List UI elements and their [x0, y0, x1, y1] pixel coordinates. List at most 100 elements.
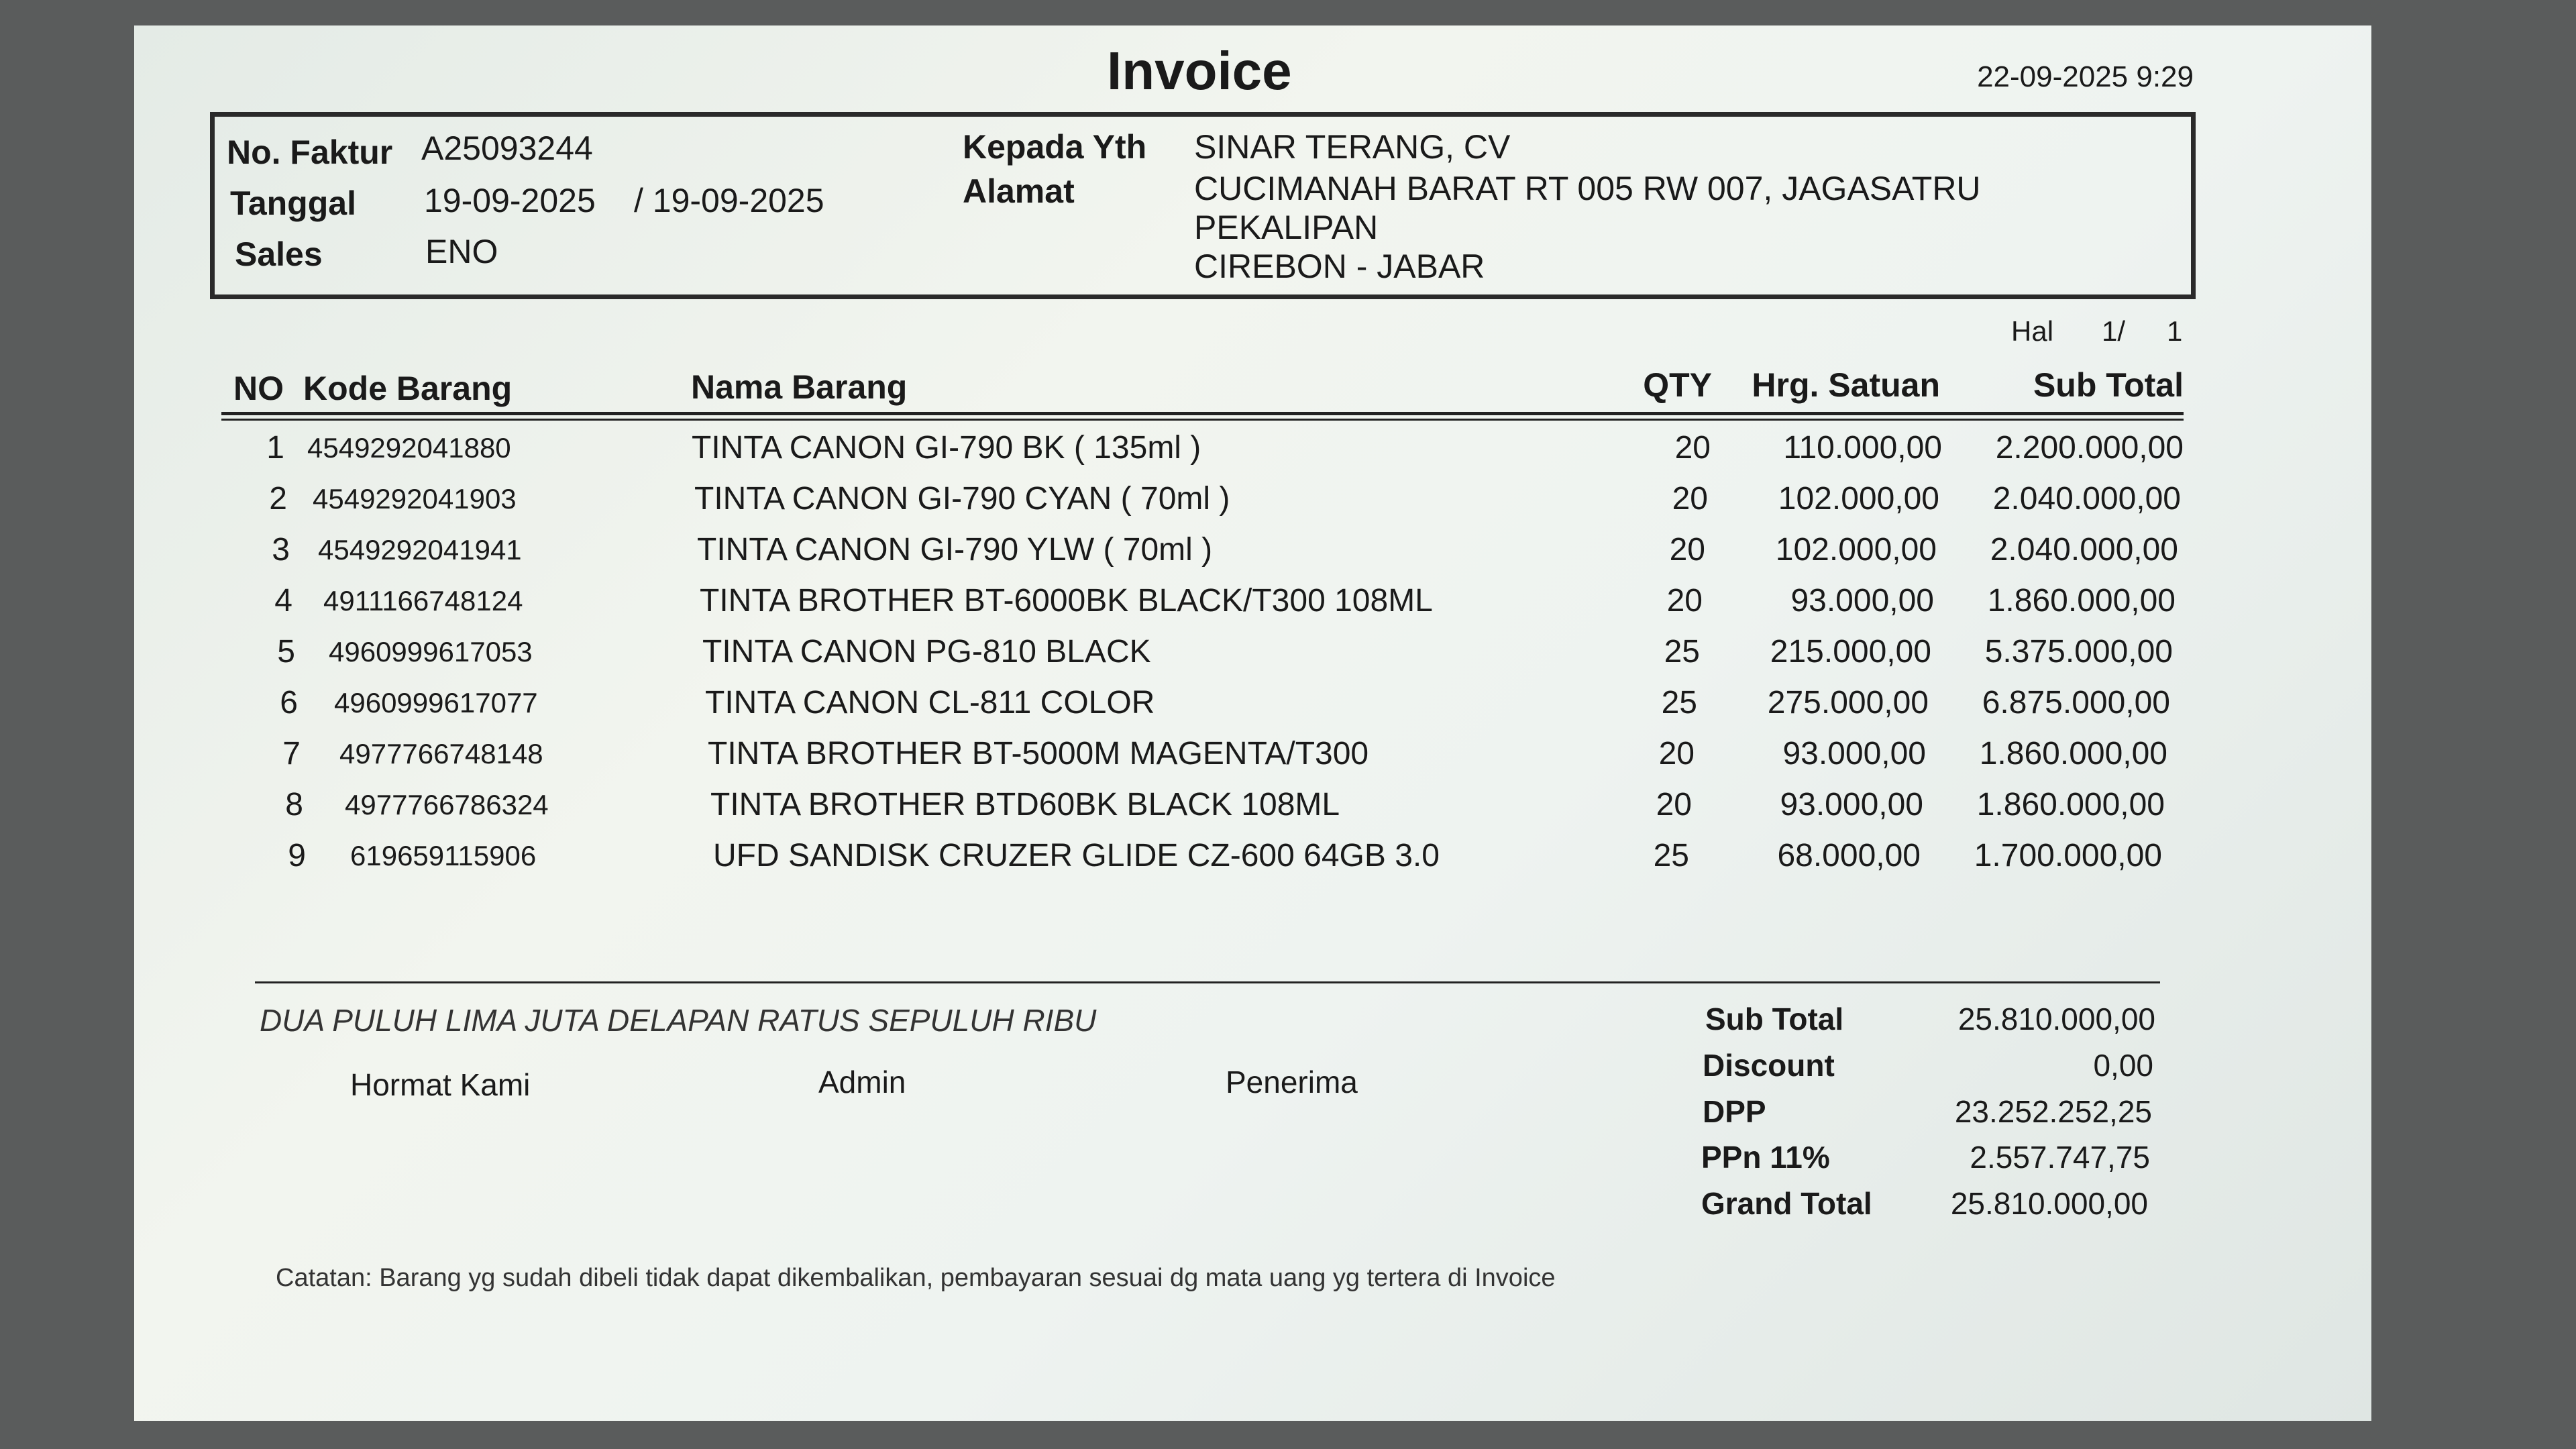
table-row: 9 619659115906 UFD SANDISK CRUZER GLIDE CZ…	[0, 837, 2576, 888]
table-row: 6 4960999617077 TINTA CANON CL-811 COLOR 25…	[0, 684, 2576, 735]
item-kode: 4960999617053	[329, 636, 533, 667]
header-box	[210, 112, 2196, 299]
item-no: 5	[277, 634, 295, 669]
col-harga: Hrg. Satuan	[1752, 366, 1940, 404]
item-subtotal: 1.860.000,00	[1976, 787, 2165, 822]
col-kode: Kode Barang	[303, 370, 513, 407]
item-nama: TINTA CANON GI-790 YLW ( 70ml )	[697, 532, 1213, 568]
item-harga: 93.000,00	[1782, 736, 1926, 771]
item-qty: 20	[1656, 787, 1692, 822]
table-row: 3 4549292041941 TINTA CANON GI-790 YLW ( 7…	[0, 531, 2576, 582]
item-no: 7	[282, 736, 301, 771]
terbilang: DUA PULUH LIMA JUTA DELAPAN RATUS SEPULU…	[260, 1003, 1097, 1038]
item-qty: 20	[1666, 583, 1703, 619]
item-qty: 20	[1658, 736, 1695, 771]
item-no: 8	[285, 787, 303, 822]
table-row: 1 4549292041880 TINTA CANON GI-790 BK ( 13…	[0, 429, 2576, 480]
item-nama: TINTA CANON CL-811 COLOR	[705, 685, 1155, 720]
item-subtotal: 2.040.000,00	[1992, 481, 2181, 517]
item-no: 4	[274, 583, 292, 619]
tanggal-value: 19-09-2025	[424, 182, 596, 219]
subtotal-label: Sub Total	[1705, 1002, 1844, 1036]
item-nama: TINTA CANON PG-810 BLACK	[702, 634, 1151, 669]
invoice-title: Invoice	[1107, 41, 1292, 101]
grand-total-label: Grand Total	[1701, 1186, 1872, 1221]
item-harga: 68.000,00	[1777, 838, 1921, 873]
item-qty: 20	[1669, 532, 1705, 568]
kepada-label: Kepada Yth	[963, 128, 1147, 166]
header-rule-2	[221, 419, 2184, 421]
item-qty: 20	[1674, 430, 1711, 466]
item-harga: 102.000,00	[1778, 481, 1939, 517]
invoice-paper	[134, 25, 2371, 1421]
alamat-line1: CUCIMANAH BARAT RT 005 RW 007, JAGASATRU	[1194, 170, 1981, 207]
item-subtotal: 1.860.000,00	[1979, 736, 2167, 771]
item-subtotal: 5.375.000,00	[1984, 634, 2173, 669]
item-subtotal: 1.860.000,00	[1987, 583, 2176, 619]
header-rule	[221, 412, 2184, 415]
table-row: 4 4911166748124 TINTA BROTHER BT-6000BK BL…	[0, 582, 2576, 633]
item-no: 1	[266, 430, 284, 466]
col-subtotal: Sub Total	[2033, 366, 2184, 404]
signature-penerima: Penerima	[1226, 1065, 1358, 1099]
tanggal-value-2: / 19-09-2025	[634, 182, 824, 219]
ppn-label: PPn 11%	[1701, 1140, 1830, 1175]
alamat-label: Alamat	[963, 172, 1075, 210]
discount-label: Discount	[1703, 1048, 1835, 1083]
item-qty: 20	[1672, 481, 1708, 517]
item-qty: 25	[1664, 634, 1700, 669]
item-kode: 4911166748124	[323, 585, 523, 616]
item-no: 9	[288, 838, 306, 873]
item-nama: TINTA BROTHER BT-6000BK BLACK/T300 108ML	[700, 583, 1433, 619]
print-datetime: 22-09-2025 9:29	[1977, 60, 2194, 93]
kepada-value: SINAR TERANG, CV	[1194, 128, 1511, 166]
item-no: 2	[269, 481, 287, 517]
catatan: Catatan: Barang yg sudah dibeli tidak da…	[276, 1264, 1556, 1292]
item-harga: 93.000,00	[1790, 583, 1934, 619]
item-no: 6	[280, 685, 298, 720]
tanggal-label: Tanggal	[230, 184, 356, 222]
item-harga: 110.000,00	[1783, 430, 1942, 466]
col-nama: Nama Barang	[691, 368, 908, 406]
item-harga: 275.000,00	[1767, 685, 1929, 720]
signature-hormat: Hormat Kami	[350, 1067, 531, 1102]
item-nama: UFD SANDISK CRUZER GLIDE CZ-600 64GB 3.0	[713, 838, 1440, 873]
no-faktur-label: No. Faktur	[227, 133, 393, 171]
sales-label: Sales	[235, 235, 323, 273]
item-qty: 25	[1653, 838, 1689, 873]
ppn-value: 2.557.747,75	[1970, 1140, 2150, 1175]
footer-rule	[255, 981, 2160, 983]
table-row: 7 4977766748148 TINTA BROTHER BT-5000M MAG…	[0, 735, 2576, 786]
alamat-line2: PEKALIPAN	[1194, 209, 1379, 246]
page-total: 1	[2167, 315, 2183, 347]
dpp-value: 23.252.252,25	[1954, 1094, 2152, 1129]
grand-total-value: 25.810.000,00	[1950, 1186, 2148, 1221]
item-harga: 215.000,00	[1770, 634, 1931, 669]
col-qty: QTY	[1643, 366, 1712, 404]
item-kode: 4977766748148	[339, 738, 543, 769]
item-nama: TINTA BROTHER BTD60BK BLACK 108ML	[710, 787, 1340, 822]
alamat-line3: CIREBON - JABAR	[1194, 248, 1485, 285]
item-nama: TINTA CANON GI-790 BK ( 135ml )	[692, 430, 1201, 466]
page-current: 1/	[2102, 315, 2126, 347]
item-nama: TINTA CANON GI-790 CYAN ( 70ml )	[694, 481, 1230, 517]
table-row: 8 4977766786324 TINTA BROTHER BTD60BK BLAC…	[0, 786, 2576, 837]
signature-admin: Admin	[818, 1065, 906, 1099]
item-nama: TINTA BROTHER BT-5000M MAGENTA/T300	[708, 736, 1369, 771]
table-row: 2 4549292041903 TINTA CANON GI-790 CYAN ( …	[0, 480, 2576, 531]
sales-value: ENO	[425, 233, 498, 270]
table-row: 5 4960999617053 TINTA CANON PG-810 BLACK 25…	[0, 633, 2576, 684]
subtotal-value: 25.810.000,00	[1957, 1002, 2155, 1036]
item-no: 3	[272, 532, 290, 568]
dpp-label: DPP	[1703, 1094, 1766, 1129]
discount-value: 0,00	[2093, 1048, 2153, 1083]
item-subtotal: 2.200.000,00	[1995, 430, 2184, 466]
item-subtotal: 2.040.000,00	[1990, 532, 2178, 568]
item-subtotal: 1.700.000,00	[1974, 838, 2162, 873]
item-kode: 4549292041941	[318, 534, 522, 566]
page-label: Hal	[2011, 315, 2054, 347]
no-faktur-value: A25093244	[421, 129, 593, 167]
item-kode: 4549292041903	[313, 483, 517, 515]
item-harga: 102.000,00	[1775, 532, 1937, 568]
item-kode: 4977766786324	[345, 789, 549, 820]
